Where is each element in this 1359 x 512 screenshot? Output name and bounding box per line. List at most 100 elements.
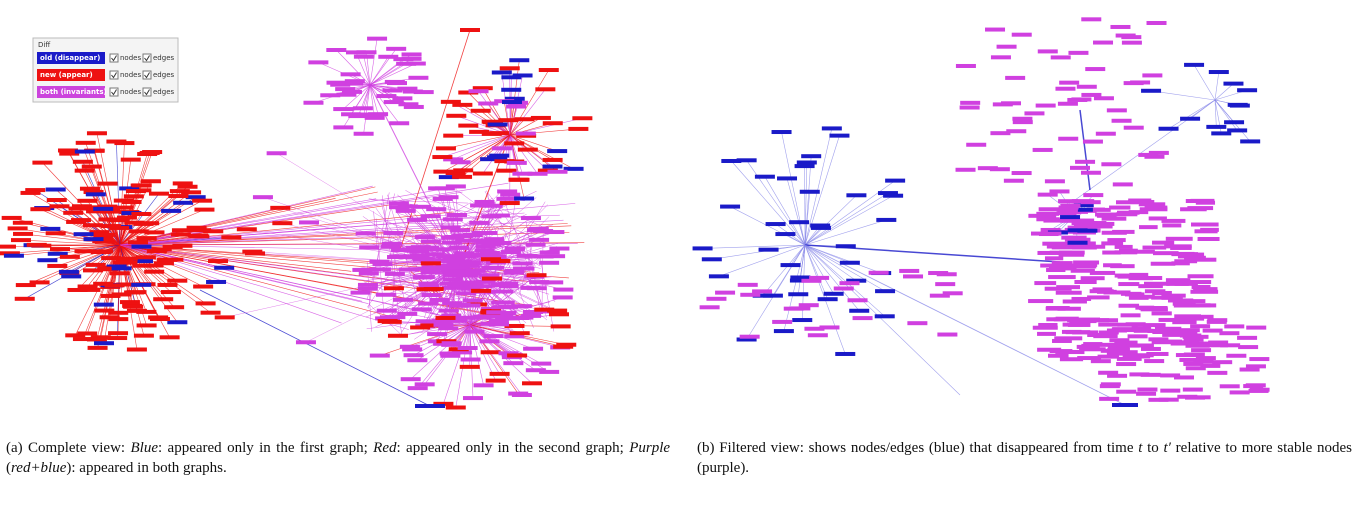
graph-node [539, 68, 559, 72]
checkbox[interactable] [110, 54, 118, 62]
graph-node [1047, 245, 1074, 249]
checkbox[interactable] [143, 54, 151, 62]
graph-node [1193, 360, 1213, 364]
graph-node [1103, 263, 1122, 267]
graph-node [985, 28, 1005, 32]
graph-node [303, 101, 323, 105]
graph-node [421, 214, 441, 218]
graph-node [479, 339, 499, 343]
graph-node [1159, 398, 1179, 402]
graph-node [93, 249, 113, 253]
graph-node [1121, 35, 1141, 39]
graph-node [506, 105, 526, 109]
graph-node [388, 334, 408, 338]
graph-node [829, 134, 849, 138]
graph-node [446, 406, 466, 410]
graph-node [1188, 274, 1214, 278]
graph-node [475, 200, 495, 204]
graph-node [370, 354, 390, 358]
checkbox[interactable] [110, 88, 118, 96]
graph-node [73, 160, 93, 164]
nodes-label: nodes [120, 71, 141, 79]
graph-node [1071, 97, 1091, 101]
graph-node [1049, 189, 1069, 193]
graph-node [491, 300, 511, 304]
graph-node [124, 194, 144, 198]
graph-node [1090, 271, 1115, 275]
graph-node [966, 143, 986, 147]
graph-node [1058, 102, 1078, 106]
graph-node [481, 350, 501, 354]
graph-node [432, 155, 452, 159]
graph-node [47, 264, 67, 268]
graph-node [1196, 356, 1216, 360]
graph-node [503, 361, 523, 365]
graph-node [1098, 323, 1118, 327]
graph-node [510, 331, 530, 335]
graph-node [296, 340, 316, 344]
checkbox[interactable] [143, 88, 151, 96]
graph-node [1230, 390, 1250, 394]
graph-node [393, 298, 413, 302]
graph-node [836, 244, 856, 248]
figure-graphics: Diff old (disappear)nodesedgesnew (appea… [0, 0, 1359, 430]
graph-node [997, 45, 1017, 49]
graph-node [399, 268, 419, 272]
graph-node [132, 264, 152, 268]
legend-label: old (disappear) [40, 54, 100, 62]
graph-node [526, 368, 546, 372]
legend-label: new (appear) [40, 71, 93, 79]
graph-node [415, 404, 445, 408]
graph-node [1115, 245, 1133, 249]
graph-node [1104, 290, 1131, 294]
graph-node [489, 322, 509, 326]
graph-node [539, 261, 559, 265]
graph-node [461, 357, 481, 361]
graph-node [531, 362, 551, 366]
graph-node [46, 188, 66, 192]
graph-node [469, 221, 489, 225]
diff-legend: Diff old (disappear)nodesedgesnew (appea… [33, 38, 178, 102]
graph-node [336, 93, 356, 97]
graph-node [1190, 324, 1210, 328]
graph-node [514, 197, 534, 201]
graph-node [501, 250, 521, 254]
graph-node [523, 347, 543, 351]
graph-edge [457, 190, 505, 226]
graph-node [471, 289, 491, 293]
graph-node [1220, 384, 1240, 388]
graph-node [421, 270, 441, 274]
graph-node [157, 258, 177, 262]
graph-node [194, 208, 214, 212]
checkbox[interactable] [143, 71, 151, 79]
checkbox[interactable] [110, 71, 118, 79]
graph-node [444, 235, 464, 239]
graph-node [171, 233, 191, 237]
graph-node [452, 175, 472, 179]
graph-node [1190, 280, 1211, 284]
graph-node [442, 286, 462, 290]
graph-node [547, 149, 567, 153]
graph-node [1077, 85, 1097, 89]
graph-node [161, 209, 181, 213]
graph-node [1012, 171, 1032, 175]
graph-node [161, 290, 181, 294]
graph-node [117, 216, 137, 220]
graph-node [568, 127, 588, 131]
edges-label: edges [153, 54, 175, 62]
graph-node [415, 275, 435, 279]
graph-node [1068, 241, 1088, 245]
legend-label: both (invariants) [40, 88, 107, 96]
graph-node [447, 213, 467, 217]
graph-node [1171, 342, 1191, 346]
graph-node [354, 132, 374, 136]
graph-node [410, 325, 430, 329]
graph-node [378, 319, 398, 323]
graph-node [840, 261, 860, 265]
graph-node [1166, 237, 1193, 241]
caption-italic: red+blue [11, 460, 66, 476]
graph-node [715, 291, 735, 295]
graph-node [1046, 268, 1065, 272]
graph-node [1033, 326, 1058, 330]
graph-node [1048, 275, 1076, 279]
